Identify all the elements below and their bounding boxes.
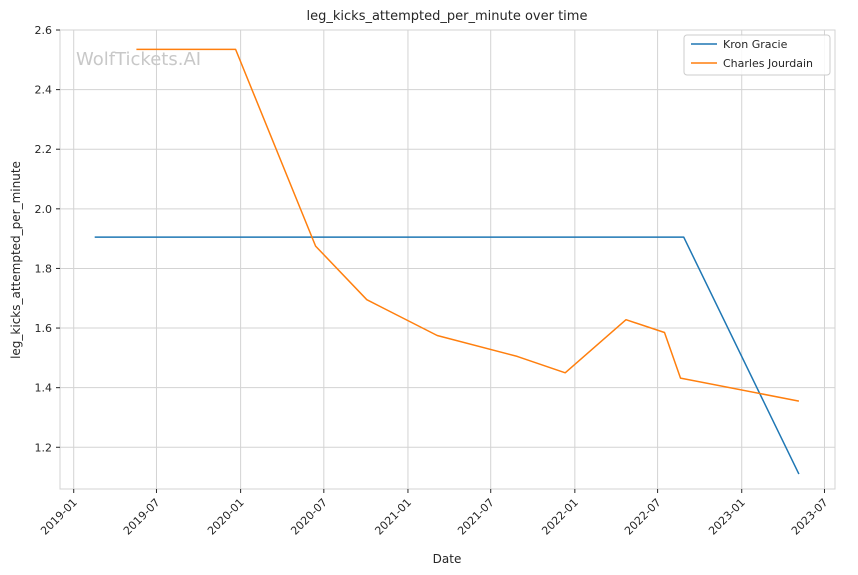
y-tick-label: 2.0 [35, 203, 53, 216]
y-axis-label: leg_kicks_attempted_per_minute [9, 161, 23, 359]
legend-label: Kron Gracie [723, 38, 788, 51]
y-tick-label: 1.2 [35, 441, 53, 454]
legend: Kron Gracie Charles Jourdain [683, 34, 831, 76]
series-line-1 [94, 236, 800, 475]
plot-frame [59, 29, 836, 490]
y-tick-label: 2.6 [35, 24, 53, 37]
x-axis-label: Date [433, 552, 462, 566]
watermark-text: WolfTickets.AI [76, 49, 201, 70]
y-tick-label: 1.6 [35, 322, 53, 335]
series-lines [94, 48, 800, 475]
y-tick-label: 2.4 [35, 84, 53, 97]
y-axis-ticks: 1.2 1.4 1.6 1.8 2.0 2.2 2.4 2.6 [35, 24, 60, 454]
legend-label: Charles Jourdain [723, 57, 813, 70]
y-tick-label: 2.2 [35, 143, 53, 156]
y-tick-label: 1.4 [35, 382, 53, 395]
legend-box [683, 34, 831, 76]
series-line-2 [136, 48, 800, 402]
y-tick-label: 1.8 [35, 262, 53, 275]
chart-title: leg_kicks_attempted_per_minute over time [307, 9, 588, 24]
